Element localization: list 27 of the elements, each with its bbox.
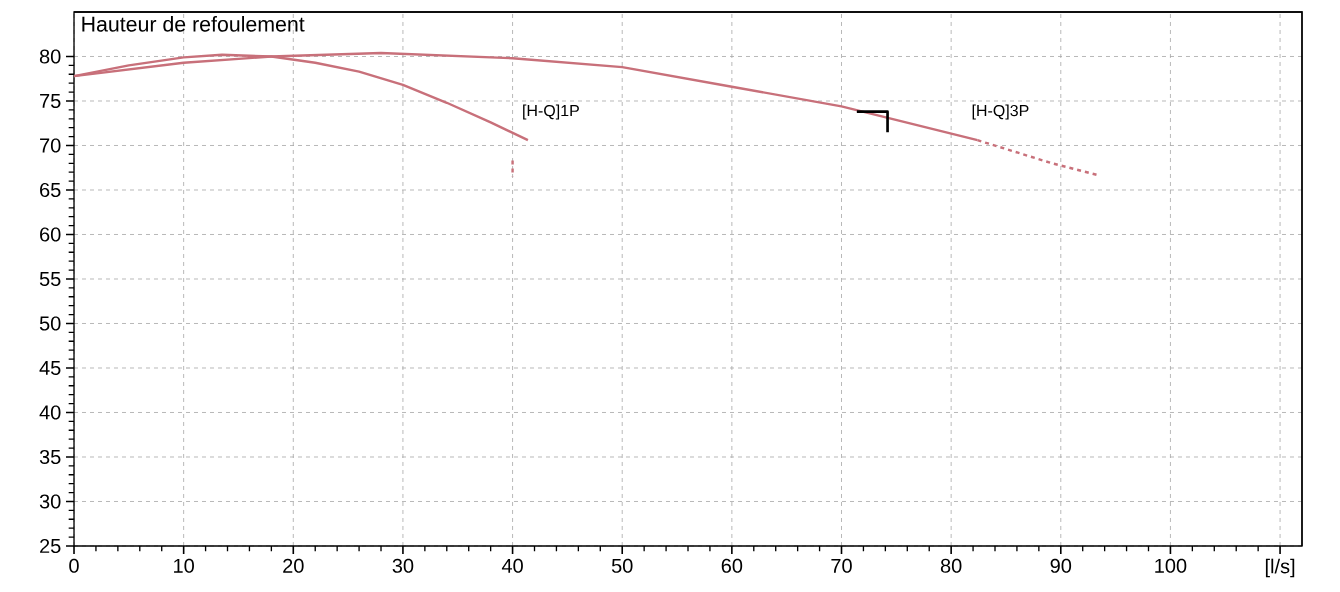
y-tick-label: 45 (39, 361, 61, 375)
x-tick-label: 60 (721, 558, 743, 573)
x-tick-label: 10 (174, 558, 194, 573)
x-tick-label: 20 (283, 558, 304, 573)
chart-title: Hauteur de refoulement (82, 16, 305, 32)
y-tick-label: 60 (40, 227, 61, 242)
y-tick-label: 35 (39, 449, 61, 465)
x-tick-label: 100 (1155, 558, 1187, 573)
y-tick-label: 55 (39, 272, 61, 286)
series-label: [H-Q]3P (972, 104, 1029, 120)
y-tick-label: 80 (39, 49, 61, 64)
x-tick-label: 40 (501, 558, 523, 573)
x-tick-label: 0 (69, 558, 79, 573)
series-label: [H-Q]1P (523, 104, 579, 120)
y-tick-label: 75 (40, 94, 61, 108)
x-tick-label: [l/s] (1265, 558, 1295, 578)
x-tick-label: 90 (1050, 558, 1072, 573)
y-tick-label: 70 (40, 138, 61, 153)
x-tick-label: 70 (831, 558, 852, 573)
y-tick-label: 30 (39, 494, 61, 509)
y-tick-label: 40 (39, 405, 61, 420)
x-tick-label: 80 (940, 558, 962, 573)
y-tick-label: 65 (40, 182, 61, 198)
x-tick-label: 50 (611, 558, 633, 573)
y-tick-label: 25 (40, 538, 61, 554)
x-tick-label: 30 (392, 558, 414, 573)
y-tick-label: 50 (39, 316, 61, 331)
